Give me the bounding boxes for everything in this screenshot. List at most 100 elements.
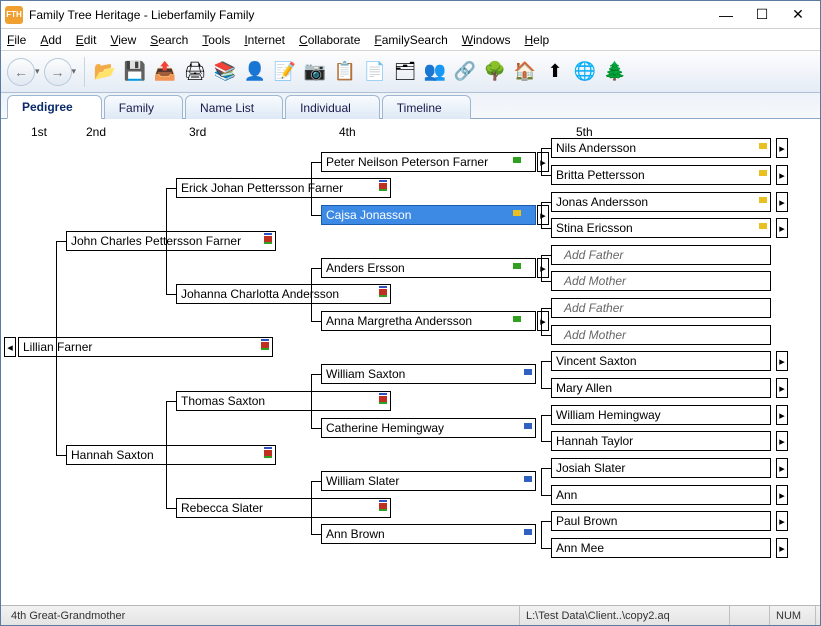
menu-help[interactable]: Help xyxy=(524,33,549,47)
globe-icon[interactable]: 🌐 xyxy=(571,58,599,86)
close-button[interactable]: ✕ xyxy=(780,4,816,26)
menu-search[interactable]: Search xyxy=(150,33,188,47)
person-marker-icon xyxy=(759,143,767,149)
tab-name-list[interactable]: Name List xyxy=(185,95,283,119)
statusbar: 4th Great-Grandmother L:\Test Data\Clien… xyxy=(1,605,820,625)
sign-icon[interactable]: ⬆ xyxy=(541,58,569,86)
expand-ancestor-button[interactable]: ▸ xyxy=(776,351,788,371)
person-marker-icon xyxy=(759,170,767,176)
save-icon[interactable]: 💾 xyxy=(121,58,149,86)
expand-ancestor-button[interactable]: ▸ xyxy=(776,192,788,212)
menu-collaborate[interactable]: Collaborate xyxy=(299,33,360,47)
books-icon[interactable]: 📚 xyxy=(211,58,239,86)
export-icon[interactable]: 📤 xyxy=(151,58,179,86)
person-box[interactable]: William Saxton xyxy=(321,364,536,384)
minimize-button[interactable]: — xyxy=(708,4,744,26)
person-marker-icon xyxy=(513,210,521,216)
person-box[interactable]: Josiah Slater xyxy=(551,458,771,478)
person-box[interactable]: Nils Andersson xyxy=(551,138,771,158)
menu-file[interactable]: File xyxy=(7,33,26,47)
edit-note-icon[interactable]: 📝 xyxy=(271,58,299,86)
tab-timeline[interactable]: Timeline xyxy=(382,95,471,119)
nav-forward-button-dropdown[interactable]: ▾ xyxy=(72,66,77,77)
expand-ancestor-button[interactable]: ▸ xyxy=(776,138,788,158)
person-box[interactable]: Hannah Taylor xyxy=(551,431,771,451)
print-icon[interactable]: 🖨 xyxy=(181,58,209,86)
expand-ancestor-button[interactable]: ▸ xyxy=(776,458,788,478)
add-person-icon[interactable]: 👤 xyxy=(241,58,269,86)
add-ancestor-placeholder[interactable]: Add Father xyxy=(551,245,771,265)
tab-family[interactable]: Family xyxy=(104,95,183,119)
menu-add[interactable]: Add xyxy=(40,33,61,47)
open-folder-icon[interactable]: 📂 xyxy=(91,58,119,86)
add-record-icon[interactable]: 📋 xyxy=(331,58,359,86)
expand-descendant-button[interactable]: ◂ xyxy=(4,337,16,357)
person-box[interactable]: Jonas Andersson xyxy=(551,192,771,212)
person-box[interactable]: Ann Mee xyxy=(551,538,771,558)
card-index-icon[interactable]: 🗂 xyxy=(391,58,419,86)
person-box[interactable]: Vincent Saxton xyxy=(551,351,771,371)
app-window: FTH Family Tree Heritage - Lieberfamily … xyxy=(0,0,821,626)
person-box[interactable]: Peter Neilson Peterson Farner xyxy=(321,152,536,172)
person-box[interactable]: William Hemingway xyxy=(551,405,771,425)
person-box[interactable]: Johanna Charlotta Andersson xyxy=(176,284,391,304)
person-box[interactable]: Anders Ersson xyxy=(321,258,536,278)
find-people-icon[interactable]: 👥 xyxy=(421,58,449,86)
nav-back-button-dropdown[interactable]: ▾ xyxy=(35,66,40,77)
expand-ancestor-button[interactable]: ▸ xyxy=(537,152,549,172)
add-ancestor-placeholder[interactable]: Add Father xyxy=(551,298,771,318)
expand-ancestor-button[interactable]: ▸ xyxy=(537,258,549,278)
expand-ancestor-button[interactable]: ▸ xyxy=(537,311,549,331)
menu-familysearch[interactable]: FamilySearch xyxy=(374,33,447,47)
tree-icon[interactable]: 🌲 xyxy=(601,58,629,86)
relation-icon[interactable]: 🔗 xyxy=(451,58,479,86)
camera-icon[interactable]: 📷 xyxy=(301,58,329,86)
expand-ancestor-button[interactable]: ▸ xyxy=(776,538,788,558)
menu-view[interactable]: View xyxy=(110,33,136,47)
home-icon[interactable]: 🏠 xyxy=(511,58,539,86)
tabbar: PedigreeFamilyName ListIndividualTimelin… xyxy=(1,93,820,119)
maximize-button[interactable]: ☐ xyxy=(744,4,780,26)
nav-forward-button[interactable]: → xyxy=(44,58,72,86)
menu-edit[interactable]: Edit xyxy=(76,33,97,47)
expand-ancestor-button[interactable]: ▸ xyxy=(776,165,788,185)
person-box[interactable]: Mary Allen xyxy=(551,378,771,398)
person-box[interactable]: Anna Margretha Andersson xyxy=(321,311,536,331)
expand-ancestor-button[interactable]: ▸ xyxy=(776,485,788,505)
person-box[interactable]: William Slater xyxy=(321,471,536,491)
person-marker-icon xyxy=(513,157,521,163)
generation-label-2: 2nd xyxy=(86,125,106,139)
add-ancestor-placeholder[interactable]: Add Mother xyxy=(551,325,771,345)
expand-ancestor-button[interactable]: ▸ xyxy=(537,205,549,225)
menu-internet[interactable]: Internet xyxy=(244,33,285,47)
generation-label-3: 3rd xyxy=(189,125,206,139)
person-box[interactable]: Hannah Saxton xyxy=(66,445,276,465)
add-ancestor-placeholder[interactable]: Add Mother xyxy=(551,271,771,291)
generation-label-1: 1st xyxy=(31,125,47,139)
expand-ancestor-button[interactable]: ▸ xyxy=(776,511,788,531)
expand-ancestor-button[interactable]: ▸ xyxy=(776,431,788,451)
clipboard-icon[interactable]: 📄 xyxy=(361,58,389,86)
expand-ancestor-button[interactable]: ▸ xyxy=(776,378,788,398)
person-box[interactable]: Rebecca Slater xyxy=(176,498,391,518)
tab-individual[interactable]: Individual xyxy=(285,95,380,119)
person-box[interactable]: Paul Brown xyxy=(551,511,771,531)
person-box[interactable]: Catherine Hemingway xyxy=(321,418,536,438)
expand-ancestor-button[interactable]: ▸ xyxy=(776,405,788,425)
person-box[interactable]: Ann Brown xyxy=(321,524,536,544)
person-marker-icon xyxy=(261,342,269,348)
person-box[interactable]: Stina Ericsson xyxy=(551,218,771,238)
nav-back-button[interactable]: ← xyxy=(7,58,35,86)
person-box[interactable]: Britta Pettersson xyxy=(551,165,771,185)
person-box[interactable]: Thomas Saxton xyxy=(176,391,391,411)
person-box[interactable]: John Charles Pettersson Farner xyxy=(66,231,276,251)
tab-pedigree[interactable]: Pedigree xyxy=(7,95,102,119)
person-marker-icon xyxy=(513,263,521,269)
person-box[interactable]: Ann xyxy=(551,485,771,505)
expand-ancestor-button[interactable]: ▸ xyxy=(776,218,788,238)
menu-windows[interactable]: Windows xyxy=(462,33,511,47)
menu-tools[interactable]: Tools xyxy=(202,33,230,47)
person-box[interactable]: Cajsa Jonasson xyxy=(321,205,536,225)
tree-view-icon[interactable]: 🌳 xyxy=(481,58,509,86)
person-box[interactable]: Erick Johan Pettersson Farner xyxy=(176,178,391,198)
